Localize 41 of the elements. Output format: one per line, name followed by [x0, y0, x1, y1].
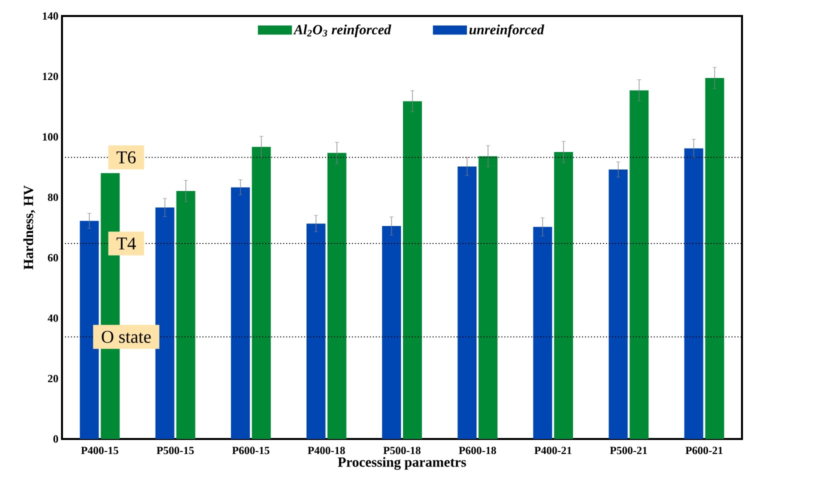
x-tick-label: P600-18: [458, 446, 496, 454]
bar: [252, 146, 271, 439]
y-tick-label: 100: [42, 133, 58, 141]
y-tick-label: 40: [48, 314, 58, 322]
x-tick-label: P400-21: [534, 446, 572, 454]
x-tick-label: P500-18: [383, 446, 420, 454]
bar: [608, 169, 628, 439]
x-tick-label: P600-21: [686, 446, 723, 454]
bar: [705, 78, 724, 439]
ref-line-label: O state: [102, 330, 151, 343]
x-tick-label: P400-18: [308, 446, 345, 454]
bar: [533, 226, 552, 439]
bar: [684, 148, 704, 439]
y-tick-label: 80: [48, 194, 58, 201]
bar: [458, 166, 477, 439]
bar: [402, 101, 422, 439]
ref-line-label: T6: [116, 151, 136, 164]
ref-line-label: T4: [116, 238, 136, 250]
x-axis-title: Processing parametrs: [338, 457, 466, 470]
bar: [382, 226, 401, 439]
bar: [554, 152, 574, 439]
bar: [155, 208, 174, 439]
x-tick-label: P500-15: [156, 446, 194, 454]
bar: [176, 190, 196, 439]
legend-label: unreinforced: [469, 24, 544, 38]
bar: [478, 156, 498, 439]
bar: [230, 187, 250, 439]
bar: [80, 220, 99, 439]
y-tick-label: 20: [48, 374, 58, 382]
y-tick-label: 120: [42, 72, 58, 80]
x-tick-label: P400-15: [81, 446, 118, 454]
bar: [630, 90, 649, 439]
legend-label: Al$_{2}$O$_{3}$ reinforced: [293, 24, 392, 38]
x-tick-label: P600-15: [232, 446, 270, 454]
y-tick-label: 0: [53, 435, 58, 443]
x-tick-label: P500-21: [610, 446, 647, 454]
bar: [327, 152, 346, 439]
y-axis-title: Hardness, HV: [23, 185, 36, 270]
y-tick-label: 140: [42, 12, 58, 20]
y-tick-label: 60: [48, 254, 58, 262]
bar: [306, 224, 326, 439]
